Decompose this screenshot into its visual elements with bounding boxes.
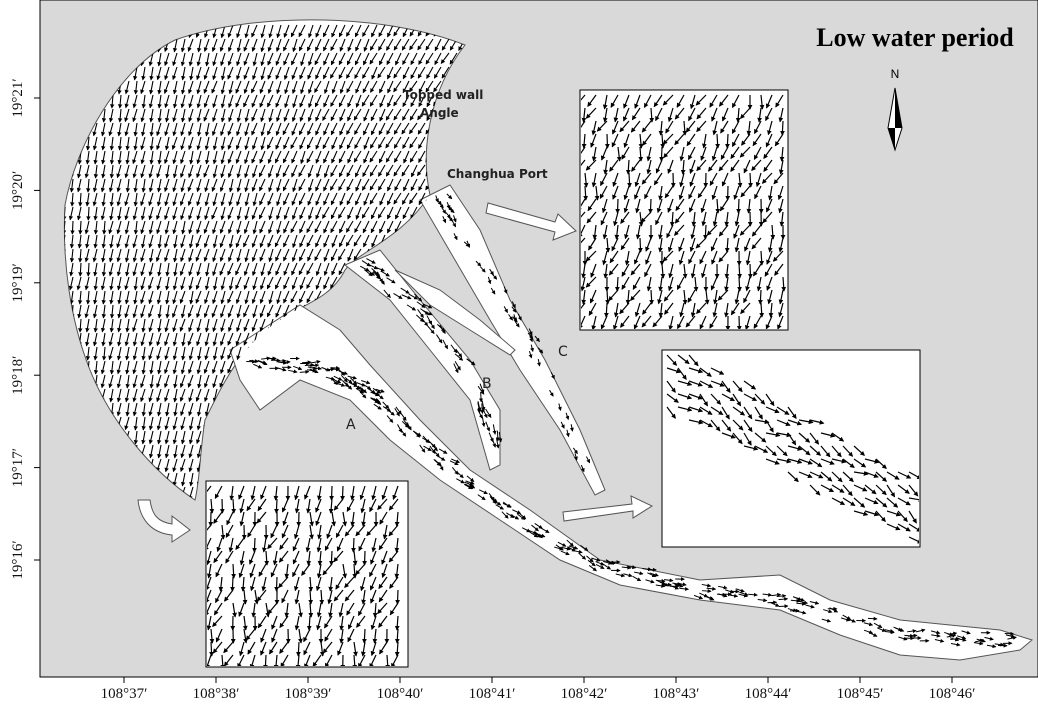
flow-arrow	[739, 277, 740, 291]
flow-arrow	[331, 551, 332, 565]
flow-arrow	[750, 264, 751, 278]
flow-arrow	[617, 277, 618, 291]
flow-arrow	[727, 134, 728, 148]
annotation: Topped wall	[403, 88, 483, 102]
flow-arrow	[617, 199, 618, 213]
flow-arrow	[353, 538, 354, 552]
flow-arrow	[629, 173, 630, 187]
flow-arrow	[739, 264, 740, 278]
x-tick-label: 108°45′	[837, 686, 884, 702]
y-tick-label: 19°16′	[10, 540, 26, 579]
x-tick-label: 108°43′	[653, 686, 700, 702]
flow-arrow	[481, 392, 482, 402]
flow-arrow	[233, 564, 234, 578]
flow-arrow	[302, 362, 311, 363]
flow-arrow	[607, 290, 608, 304]
flow-arrow	[607, 134, 608, 148]
x-tick-label: 108°42′	[561, 686, 608, 702]
map-title: Low water period	[816, 23, 1014, 52]
flow-arrow	[211, 642, 212, 656]
x-tick-label: 108°37′	[101, 686, 148, 702]
flow-arrow	[330, 368, 339, 369]
flow-arrow	[868, 618, 877, 619]
flow-arrow	[331, 486, 332, 500]
map-figure: N Low water period Topped wall Angle Cha…	[0, 0, 1038, 709]
flow-arrow	[72, 221, 73, 234]
channel-label: B	[482, 376, 492, 392]
flow-arrow	[497, 431, 498, 441]
y-tick-label: 19°18′	[10, 356, 26, 395]
channel-label: C	[558, 344, 568, 360]
flow-arrow	[298, 642, 299, 656]
flow-arrow	[1005, 633, 1014, 634]
north-label: N	[891, 67, 900, 81]
y-tick-label: 19°21′	[10, 78, 26, 117]
x-tick-label: 108°41′	[469, 686, 516, 702]
flow-arrow	[705, 225, 706, 239]
flow-arrow	[650, 199, 651, 213]
flow-arrow	[276, 577, 277, 591]
y-tick-label: 19°17′	[10, 448, 26, 487]
x-tick-label: 108°44′	[745, 686, 792, 702]
flow-arrow	[640, 238, 641, 252]
flow-arrow	[88, 207, 89, 220]
y-tick-label: 19°19′	[10, 263, 26, 302]
annotation: Changhua Port	[447, 167, 548, 181]
flow-arrow	[88, 263, 89, 276]
flow-arrow	[782, 121, 783, 135]
x-tick-label: 108°39′	[285, 686, 332, 702]
flow-arrow	[750, 173, 751, 187]
flow-arrow	[364, 629, 365, 643]
x-tick-label: 108°40′	[377, 686, 424, 702]
flow-arrow	[738, 199, 739, 213]
flow-arrow	[397, 590, 398, 604]
flow-arrow	[232, 577, 233, 591]
flow-arrow	[651, 290, 652, 304]
flow-arrow	[342, 486, 343, 500]
annotation: Angle	[420, 106, 459, 120]
flow-arrow	[276, 499, 277, 513]
flow-arrow	[254, 538, 255, 552]
flow-arrow	[606, 303, 607, 317]
flow-arrow	[717, 134, 718, 148]
flow-arrow	[760, 290, 761, 304]
flow-arrow	[702, 591, 711, 592]
channel-label: A	[346, 417, 356, 433]
x-tick-label: 108°46′	[929, 686, 976, 702]
y-tick-label: 19°20′	[10, 171, 26, 210]
flow-arrow	[661, 147, 662, 161]
flow-arrow	[305, 365, 314, 366]
x-tick-label: 108°38′	[193, 686, 240, 702]
